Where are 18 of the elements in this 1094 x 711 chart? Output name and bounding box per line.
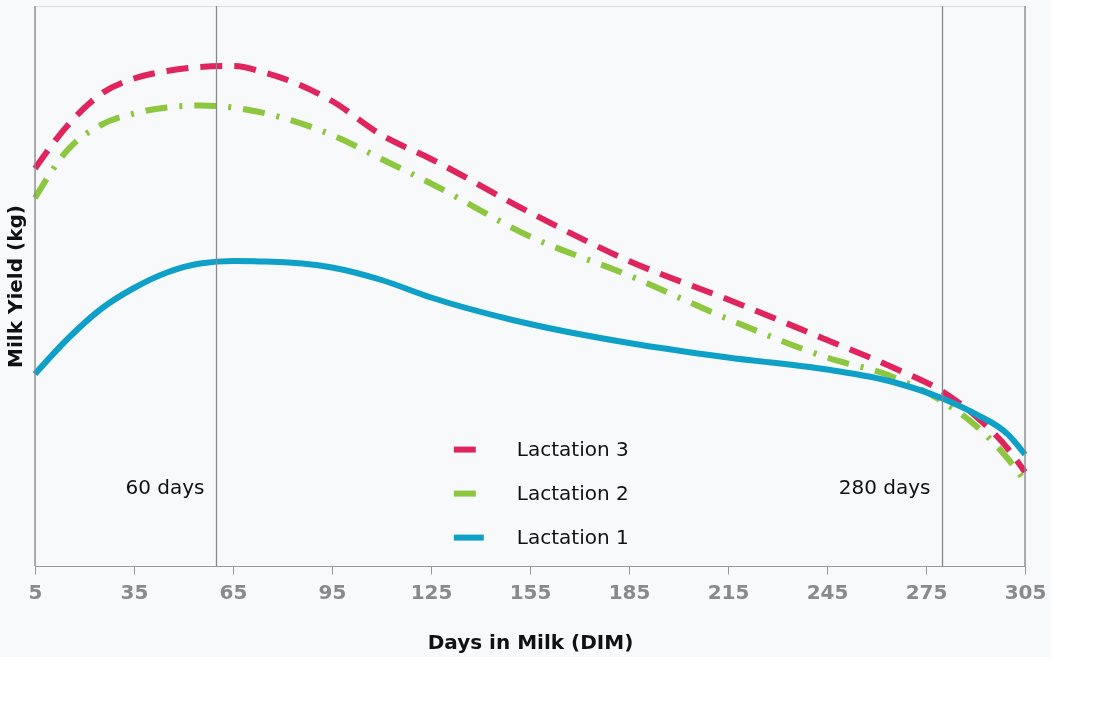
x-tick-label: 305 [1004, 579, 1047, 604]
legend-label: Lactation 3 [516, 436, 629, 461]
y-axis-title: Milk Yield (kg) [2, 205, 27, 368]
legend-label: Lactation 1 [516, 524, 629, 549]
legend-label: Lactation 2 [516, 480, 629, 505]
x-tick-label: 95 [318, 579, 347, 604]
x-tick-label: 185 [608, 579, 651, 604]
ref-line-label: 60 days [125, 474, 205, 499]
x-tick-label: 155 [509, 579, 552, 604]
x-tick-label: 215 [707, 579, 750, 604]
x-tick-label: 65 [219, 579, 248, 604]
x-tick-label: 5 [28, 579, 43, 604]
x-tick-label: 125 [410, 579, 453, 604]
ref-line-label: 280 days [838, 474, 931, 499]
x-tick-label: 35 [120, 579, 149, 604]
x-tick-label: 275 [905, 579, 948, 604]
x-axis-title: Days in Milk (DIM) [427, 629, 634, 654]
x-tick-label: 245 [806, 579, 849, 604]
